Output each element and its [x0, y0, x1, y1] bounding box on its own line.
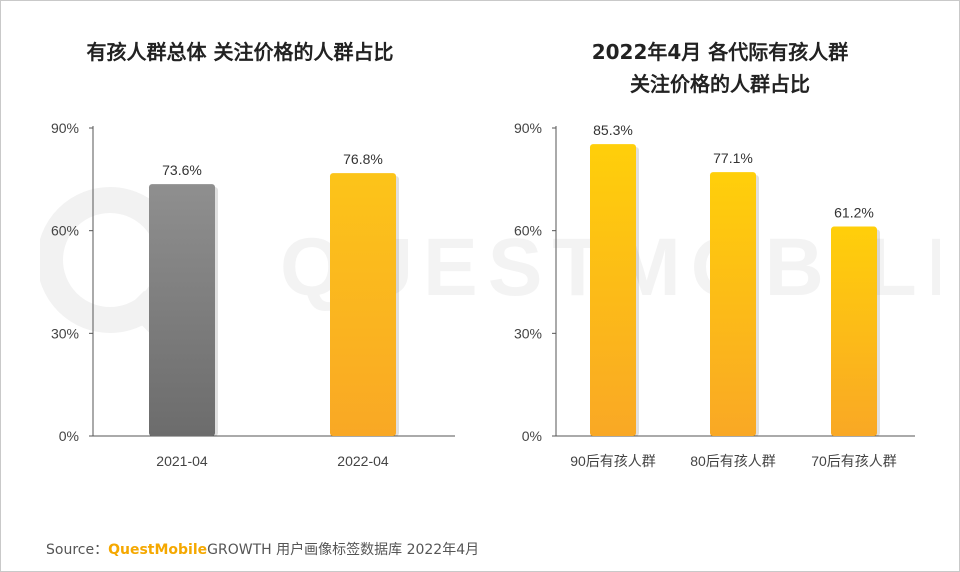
chart-left: 0% 30% 60% 90% 73.6% 2021-04 76.8% 2022-04 — [51, 120, 455, 469]
source-footer: Source：QuestMobileGROWTH 用户画像标签数据库 2022年… — [46, 539, 479, 559]
bar-value-label: 77.1% — [713, 150, 753, 166]
x-tick-label: 90后有孩人群 — [570, 453, 656, 469]
y-tick-label: 60% — [51, 223, 79, 239]
bar — [590, 144, 636, 436]
x-tick-label: 70后有孩人群 — [811, 453, 897, 469]
chart-right: 0% 30% 60% 90% 85.3% 90后有孩人群 77.1% 80后有孩人群 61.2%… — [514, 120, 915, 469]
y-tick-label: 30% — [51, 325, 79, 341]
y-tick-label: 0% — [59, 428, 79, 444]
source-label: Source： — [46, 542, 109, 558]
bar-value-label: 73.6% — [162, 162, 202, 178]
x-tick-label: 2021-04 — [156, 453, 208, 469]
chart-title-left: 有孩人群总体 关注价格的人群占比 — [86, 40, 394, 64]
bar — [710, 172, 756, 436]
x-tick-label: 2022-04 — [337, 453, 389, 469]
y-tick-label: 30% — [514, 325, 542, 341]
bar — [149, 184, 215, 436]
chart-title-right-line-2: 关注价格的人群占比 — [630, 72, 810, 96]
y-tick-label: 0% — [522, 428, 542, 444]
chart-title-right: 2022年4月 各代际有孩人群 关注价格的人群占比 — [500, 36, 940, 100]
x-tick-label: 80后有孩人群 — [690, 453, 776, 469]
y-tick-label: 60% — [514, 223, 542, 239]
y-tick-label: 90% — [514, 120, 542, 136]
bar — [330, 173, 396, 436]
bar-value-label: 61.2% — [834, 205, 874, 221]
chart-title-right-line-1: 2022年4月 各代际有孩人群 — [591, 40, 849, 64]
bar — [831, 226, 877, 436]
source-text: GROWTH 用户画像标签数据库 2022年4月 — [207, 542, 480, 558]
y-tick-label: 90% — [51, 120, 79, 136]
bar-value-label: 85.3% — [593, 122, 633, 138]
bar-value-label: 76.8% — [343, 151, 383, 167]
source-brand: QuestMobile — [108, 542, 208, 558]
